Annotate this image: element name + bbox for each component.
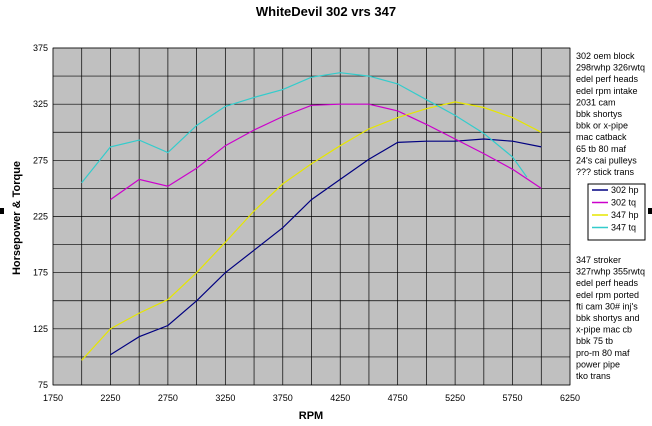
- spec-note-line: edel perf heads: [576, 278, 639, 288]
- x-axis-title: RPM: [299, 410, 323, 422]
- series-line-302-tq: [110, 103, 542, 201]
- spec-note-line: 24's cai pulleys: [576, 155, 637, 165]
- right-edge-marker: [648, 208, 652, 214]
- x-tick-label: 5250: [445, 393, 465, 403]
- y-axis-title: Horsepower & Torque: [11, 161, 23, 275]
- series-line-347-hp: [81, 101, 542, 361]
- grid: [52, 47, 571, 386]
- y-tick-label: 225: [33, 212, 48, 222]
- spec-note-line: bbk 75 tb: [576, 336, 613, 346]
- x-tick-label: 2250: [100, 393, 120, 403]
- spec-note-line: 347 stroker: [576, 255, 621, 265]
- y-axis: 75 125 175 225 275 325 375: [33, 43, 48, 390]
- left-edge-marker: [0, 208, 4, 214]
- spec-note-line: 298rwhp 326rwtq: [576, 63, 645, 73]
- x-tick-label: 1750: [43, 393, 63, 403]
- y-tick-label: 125: [33, 324, 48, 334]
- x-tick-label: 4250: [330, 393, 350, 403]
- spec-note-line: bbk shortys and: [576, 313, 640, 323]
- spec-note-line: tko trans: [576, 371, 611, 381]
- x-tick-label: 3750: [273, 393, 293, 403]
- y-tick-label: 375: [33, 43, 48, 53]
- legend-label: 347 hp: [611, 210, 639, 220]
- series-line-347-tq: [81, 72, 528, 184]
- series-line-302-hp: [110, 138, 542, 356]
- y-tick-label: 275: [33, 155, 48, 165]
- x-tick-label: 2750: [158, 393, 178, 403]
- spec-note-line: power pipe: [576, 359, 620, 369]
- spec-note-line: 327rwhp 355rwtq: [576, 267, 645, 277]
- x-tick-label: 6250: [560, 393, 580, 403]
- y-tick-label: 325: [33, 99, 48, 109]
- spec-note-line: 2031 cam: [576, 97, 616, 107]
- legend-label: 347 tq: [611, 223, 636, 233]
- legend-box: [587, 183, 646, 241]
- spec-note-line: bbk shortys: [576, 109, 623, 119]
- legend: 302 hp 302 tq 347 hp 347 tq: [587, 183, 646, 241]
- series-layer: [81, 72, 542, 361]
- spec-note-line: 302 oem block: [576, 51, 635, 61]
- x-axis: 1750 2250 2750 3250 3750 4250 4750 5250 5750 6250: [43, 393, 580, 403]
- spec-note-line: fti cam 30# inj's: [576, 301, 638, 311]
- spec-note-line: edel rpm ported: [576, 290, 639, 300]
- spec-note-line: edel perf heads: [576, 74, 639, 84]
- spec-note-line: mac catback: [576, 132, 627, 142]
- spec-note-line: 65 tb 80 maf: [576, 144, 627, 154]
- legend-label: 302 hp: [611, 185, 639, 195]
- x-tick-label: 3250: [215, 393, 235, 403]
- spec-note-line: ??? stick trans: [576, 167, 635, 177]
- spec-note-line: edel rpm intake: [576, 86, 638, 96]
- y-tick-label: 75: [38, 380, 48, 390]
- spec-note-line: pro-m 80 maf: [576, 348, 630, 358]
- legend-label: 302 tq: [611, 198, 636, 208]
- x-tick-label: 5750: [503, 393, 523, 403]
- x-tick-label: 4750: [388, 393, 408, 403]
- spec-note-line: x-pipe mac cb: [576, 325, 632, 335]
- chart-title: WhiteDevil 302 vrs 347: [256, 4, 396, 19]
- y-tick-label: 175: [33, 268, 48, 278]
- spec-note-line: bbk or x-pipe: [576, 121, 628, 131]
